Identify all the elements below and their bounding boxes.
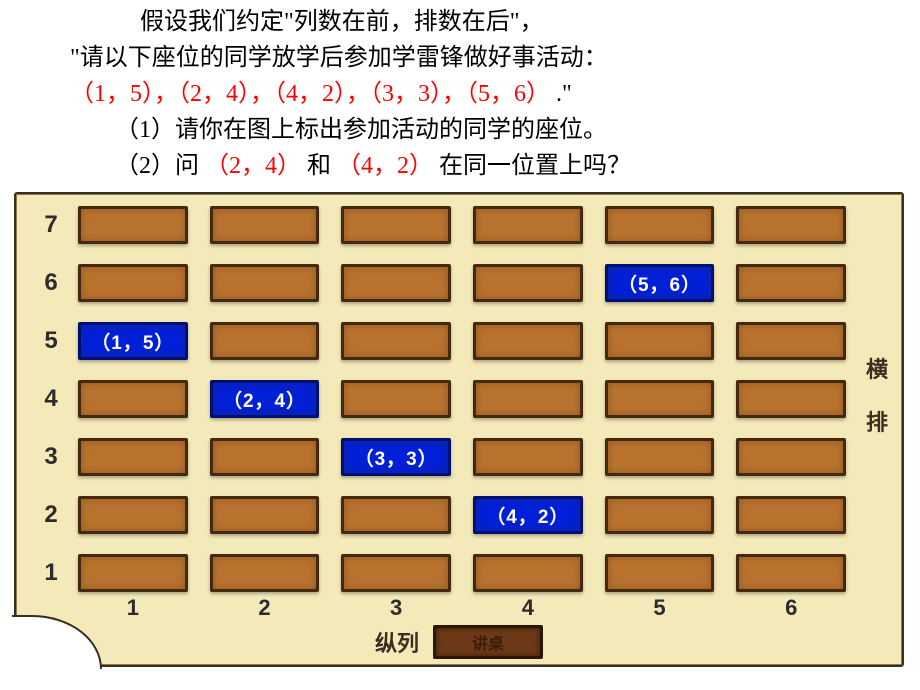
desk-row-cells	[78, 206, 894, 244]
desk-grid: 76（5，6）5（1，5）4（2，4）3（3，3）2（4，2）1	[24, 200, 894, 623]
line-2: "请以下座位的同学放学后参加学雷锋做好事活动：	[20, 40, 900, 76]
desk	[341, 554, 451, 592]
desk-row-cells: （1，5）	[78, 322, 894, 360]
desk-row: 2 （4，2）	[24, 490, 894, 540]
desk	[736, 264, 846, 302]
desk-row: 7	[24, 200, 894, 250]
desk-row: 3 （3，3）	[24, 432, 894, 482]
desk	[473, 380, 583, 418]
column-labels: 123456	[78, 595, 846, 621]
desk	[78, 264, 188, 302]
question-text: 假设我们约定"列数在前，排数在后"， "请以下座位的同学放学后参加学雷锋做好事活…	[0, 0, 920, 192]
desk	[473, 554, 583, 592]
side-label-bottom: 排	[856, 397, 898, 450]
desk	[736, 380, 846, 418]
row-label: 3	[24, 443, 78, 471]
desk-row: 1	[24, 548, 894, 598]
desk-row: 5（1，5）	[24, 316, 894, 366]
line-4: （1）请你在图上标出参加活动的同学的座位。	[20, 112, 900, 148]
desk	[78, 206, 188, 244]
desk-highlight: （3，3）	[341, 438, 451, 476]
desk-highlight: （4，2）	[473, 496, 583, 534]
desk	[210, 264, 320, 302]
desk	[210, 554, 320, 592]
desk	[78, 380, 188, 418]
desk	[341, 322, 451, 360]
line-3-suffix: ."	[556, 81, 572, 107]
desk	[605, 322, 715, 360]
desk	[473, 322, 583, 360]
desk	[736, 496, 846, 534]
column-label: 3	[341, 595, 451, 621]
line-3: （1，5），（2，4），（4，2），（3，3），（5，6） ."	[20, 76, 900, 112]
desk	[210, 438, 320, 476]
desk-row-cells: （5，6）	[78, 264, 894, 302]
seating-diagram: 76（5，6）5（1，5）4（2，4）3（3，3）2（4，2）1 123456 …	[14, 192, 904, 667]
desk	[473, 206, 583, 244]
desk-highlight: （2，4）	[210, 380, 320, 418]
desk	[341, 380, 451, 418]
q2-coord-2: （4，2）	[337, 153, 433, 179]
desk-row: 6 （5，6）	[24, 258, 894, 308]
desk	[78, 496, 188, 534]
column-label: 2	[210, 595, 320, 621]
row-label: 2	[24, 501, 78, 529]
row-label: 1	[24, 559, 78, 587]
q2-c: 和	[307, 153, 331, 179]
column-label: 4	[473, 595, 583, 621]
desk	[78, 554, 188, 592]
row-label: 6	[24, 269, 78, 297]
desk	[210, 206, 320, 244]
desk-row-cells: （2，4）	[78, 380, 894, 418]
desk	[473, 438, 583, 476]
desk	[736, 554, 846, 592]
q2-a: （2）问	[115, 153, 199, 179]
desk	[605, 206, 715, 244]
q2-coord-1: （2，4）	[205, 153, 301, 179]
line-1: 假设我们约定"列数在前，排数在后"，	[20, 4, 900, 40]
coord-list: （1，5），（2，4），（4，2），（3，3），（5，6）	[70, 81, 550, 107]
q2-e: 在同一位置上吗？	[439, 153, 631, 179]
row-label: 7	[24, 211, 78, 239]
line-5: （2）问 （2，4） 和 （4，2） 在同一位置上吗？	[20, 148, 900, 184]
row-label: 5	[24, 327, 78, 355]
desk	[341, 264, 451, 302]
desk	[736, 206, 846, 244]
side-axis-label: 横 排	[856, 344, 898, 450]
desk-highlight: （5，6）	[605, 264, 715, 302]
desk-row-cells: （4，2）	[78, 496, 894, 534]
desk-row-cells: （3，3）	[78, 438, 894, 476]
desk	[736, 438, 846, 476]
desk	[341, 496, 451, 534]
row-label: 4	[24, 385, 78, 413]
desk	[210, 496, 320, 534]
rostrum-axis-label: 纵列	[375, 626, 419, 658]
desk-row: 4 （2，4）	[24, 374, 894, 424]
desk	[78, 438, 188, 476]
desk	[605, 554, 715, 592]
column-label: 1	[78, 595, 188, 621]
column-label: 6	[736, 595, 846, 621]
desk-row-cells	[78, 554, 894, 592]
column-label: 5	[605, 595, 715, 621]
desk	[473, 264, 583, 302]
desk	[341, 206, 451, 244]
rostrum-bar: 纵列 讲桌	[16, 623, 902, 661]
desk	[605, 380, 715, 418]
desk	[210, 322, 320, 360]
desk-highlight: （1，5）	[78, 322, 188, 360]
desk	[605, 438, 715, 476]
desk	[736, 322, 846, 360]
desk	[605, 496, 715, 534]
side-label-top: 横	[856, 344, 898, 397]
rostrum: 讲桌	[433, 625, 543, 659]
rostrum-text: 讲桌	[472, 630, 504, 654]
